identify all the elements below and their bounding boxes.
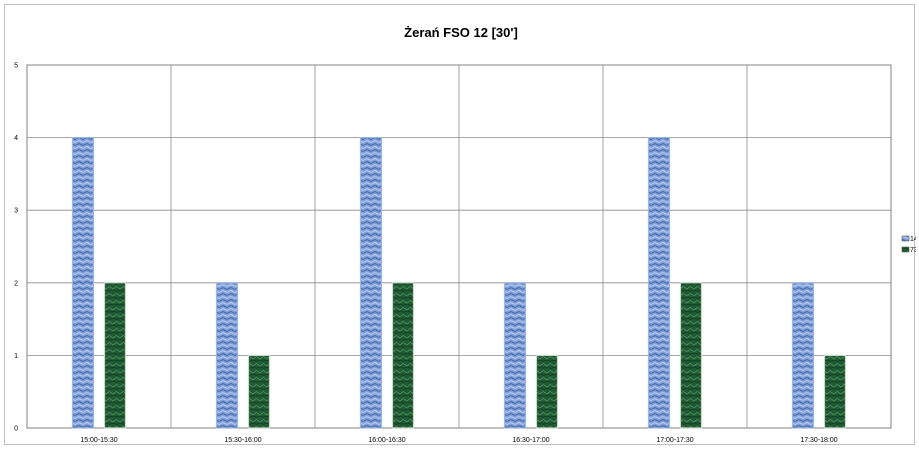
bar-series-73-1: [103, 282, 127, 429]
y-tick-label: 2: [14, 280, 18, 287]
x-tick-label: 17:30-18:00: [800, 437, 837, 444]
bar-series-14-3: [359, 137, 383, 429]
y-tick-label: 1: [14, 353, 18, 360]
chart-title: Żerań FSO 12 [30']: [404, 25, 518, 40]
bar-series-14-6: [791, 282, 815, 429]
legend-swatch-14: [901, 235, 910, 242]
bar-chart: Żerań FSO 12 [30'] 0 1 2 3 4 5 15:00-15:30 15:3…: [14, 25, 916, 444]
x-tick-label: 16:30-17:00: [512, 437, 549, 444]
bar-series-73-3: [391, 282, 415, 429]
legend-swatch-73: [901, 246, 910, 253]
legend-label-73: 73: [910, 247, 916, 254]
legend-label-14: 14: [910, 236, 916, 243]
x-tick-label: 15:00-15:30: [80, 437, 117, 444]
y-tick-label: 3: [14, 208, 18, 215]
x-tick-label: 17:00-17:30: [656, 437, 693, 444]
bar-series-73-4: [535, 354, 559, 429]
bar-series-14-5: [647, 137, 671, 429]
chart-container: Żerań FSO 12 [30'] 0 1 2 3 4 5 15:00-15:30 15:3…: [4, 4, 916, 445]
bar-series-73-6: [823, 354, 847, 429]
x-tick-label: 15:30-16:00: [224, 437, 261, 444]
bar-series-14-1: [71, 137, 95, 429]
bar-series-73-5: [679, 282, 703, 429]
y-tick-label: 4: [14, 135, 18, 142]
bar-series-14-4: [503, 282, 527, 429]
y-tick-label: 5: [14, 63, 18, 70]
x-tick-label: 16:00-16:30: [368, 437, 405, 444]
bar-series-14-2: [215, 282, 239, 429]
y-tick-label: 0: [14, 426, 18, 433]
bar-series-73-2: [247, 354, 271, 429]
